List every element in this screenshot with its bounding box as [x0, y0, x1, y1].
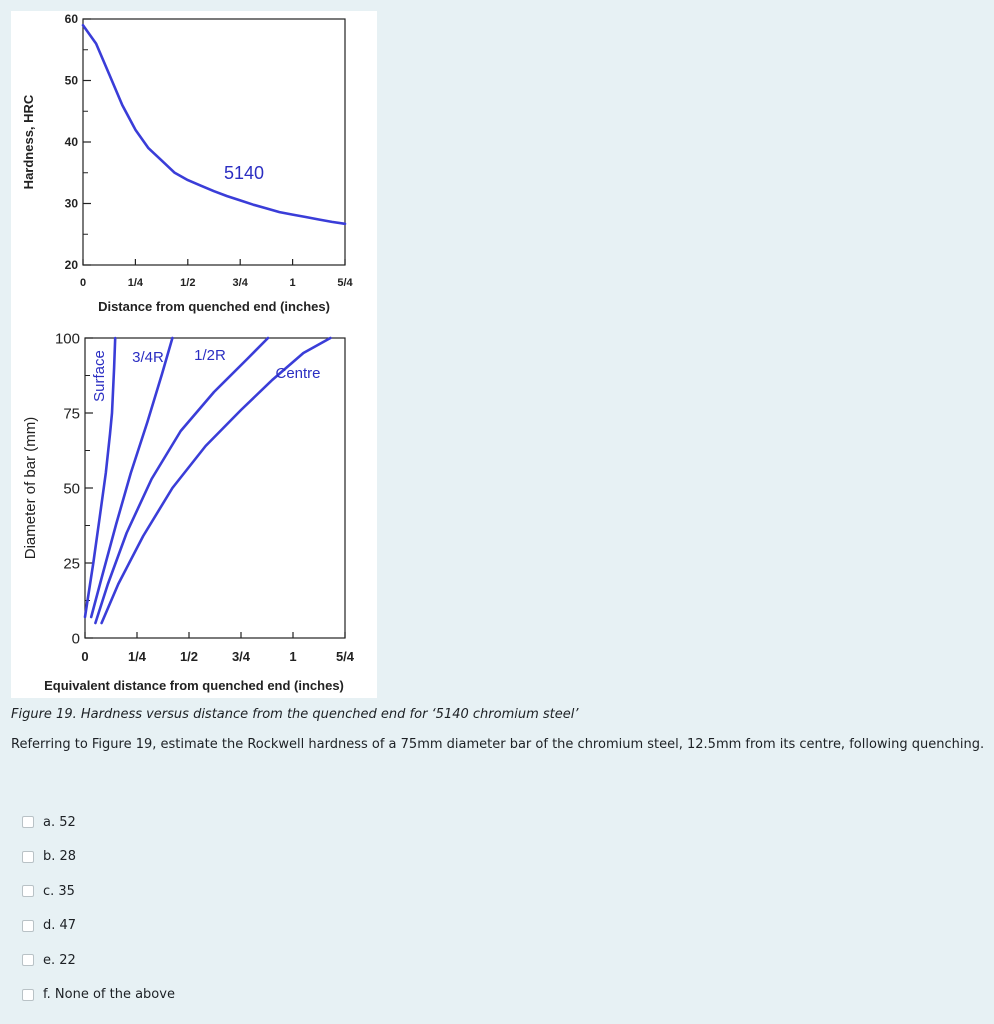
series-line-surface [83, 336, 117, 619]
series-line-3-4r [89, 336, 174, 619]
option-c-checkbox[interactable] [22, 885, 34, 898]
figure-caption: Figure 19. Hardness versus distance from… [11, 707, 579, 722]
series-label-3-4r: 3/4R [132, 349, 164, 366]
option-c[interactable]: c. 35 [22, 881, 175, 901]
bottom-y-tick-label: 25 [63, 555, 80, 572]
series-label-5140: 5140 [224, 163, 264, 183]
bottom-x-axis-title: Equivalent distance from quenched end (i… [44, 678, 344, 693]
top-chart-frame [82, 18, 346, 266]
option-a[interactable]: a. 52 [22, 812, 175, 832]
top-x-tick-label: 1/4 [128, 277, 144, 289]
top-series-group [81, 23, 347, 226]
top-x-tick-label: 0 [80, 277, 86, 289]
series-line-5140 [81, 23, 347, 226]
top-y-axis-title: Hardness, HRC [21, 94, 36, 189]
bottom-y-axis-title: Diameter of bar (mm) [22, 417, 39, 560]
bottom-chart-frame [84, 337, 346, 639]
option-e-checkbox[interactable] [22, 954, 34, 967]
answer-options: a. 52 b. 28 c. 35 d. 47 e. 22 f. None of… [22, 812, 175, 1020]
series-line-1-2r [94, 336, 270, 625]
option-b-label: b. 28 [43, 849, 77, 865]
bottom-x-tick-label: 3/4 [232, 649, 251, 664]
bottom-y-ticks: 100 75 50 25 0 [55, 330, 93, 647]
option-f-checkbox[interactable] [22, 988, 34, 1001]
top-y-tick-label: 20 [65, 258, 79, 272]
top-y-tick-label: 40 [65, 135, 79, 149]
option-d[interactable]: d. 47 [22, 916, 175, 936]
option-a-checkbox[interactable] [22, 816, 34, 828]
series-label-centre: Centre [275, 365, 320, 382]
option-f[interactable]: f. None of the above [22, 985, 175, 1005]
top-x-tick-label: 5/4 [337, 277, 353, 289]
bottom-y-tick-label: 50 [63, 480, 80, 497]
option-e[interactable]: e. 22 [22, 950, 175, 970]
bottom-x-tick-label: 1/4 [128, 649, 147, 664]
top-x-tick-label: 1 [290, 277, 296, 289]
bottom-x-tick-label: 5/4 [336, 649, 355, 664]
hardness-figure: 60 50 40 30 20 0 1/4 1/2 3/4 1 5/4 Hardness, HRC … [11, 11, 377, 698]
top-x-tick-label: 3/4 [233, 277, 249, 289]
option-d-label: d. 47 [43, 918, 77, 934]
question-text: Referring to Figure 19, estimate the Roc… [11, 737, 985, 752]
option-f-label: f. None of the above [43, 987, 175, 1003]
top-y-tick-label: 50 [65, 74, 79, 88]
option-b[interactable]: b. 28 [22, 847, 175, 867]
top-y-ticks: 60 50 40 30 20 [65, 12, 91, 272]
bottom-x-ticks: 0 1/4 1/2 3/4 1 5/4 [81, 632, 355, 664]
option-c-label: c. 35 [43, 883, 75, 899]
top-y-tick-label: 60 [65, 12, 79, 26]
option-b-checkbox[interactable] [22, 850, 34, 863]
top-y-tick-label: 30 [65, 197, 79, 211]
bottom-y-tick-label: 100 [55, 330, 80, 347]
bottom-y-tick-label: 75 [63, 405, 80, 422]
series-label-1-2r: 1/2R [194, 347, 226, 364]
top-x-tick-label: 1/2 [180, 277, 195, 289]
option-a-label: a. 52 [43, 814, 76, 830]
top-x-axis-title: Distance from quenched end (inches) [98, 299, 330, 314]
option-d-checkbox[interactable] [22, 919, 34, 932]
bottom-x-tick-label: 1/2 [180, 649, 198, 664]
series-label-surface: Surface [91, 350, 108, 402]
bottom-x-tick-label: 1 [289, 649, 296, 664]
option-e-label: e. 22 [43, 952, 76, 968]
series-line-centre [100, 336, 332, 625]
top-x-ticks: 0 1/4 1/2 3/4 1 5/4 [80, 259, 354, 289]
bottom-x-tick-label: 0 [81, 649, 88, 664]
bottom-series-group [83, 336, 332, 625]
bottom-y-tick-label: 0 [72, 630, 80, 647]
